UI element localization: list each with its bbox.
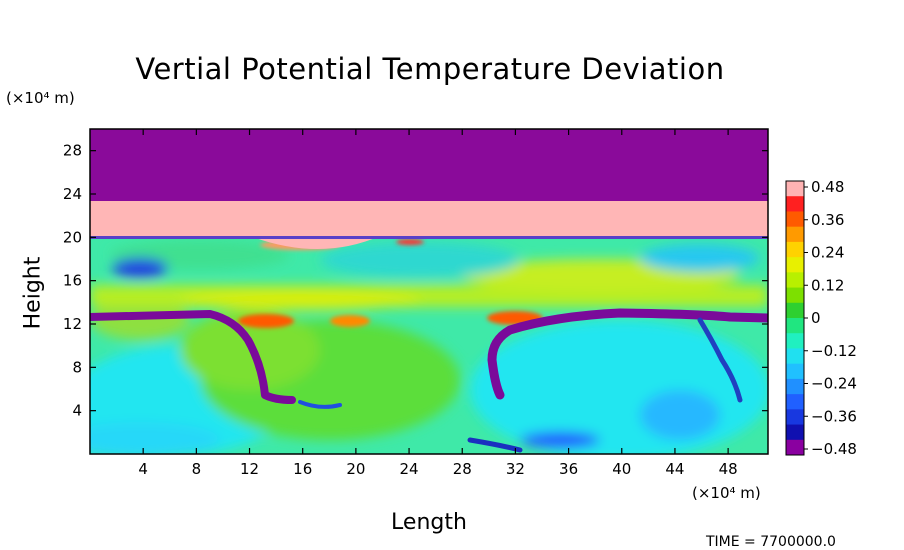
y-tick-label: 16: [63, 272, 82, 290]
colorbar-segment: [786, 272, 804, 289]
colorbar-segment: [786, 318, 804, 334]
top-layer: [90, 129, 768, 201]
colorbar-segment: [786, 348, 804, 365]
x-tick-label: 4: [138, 460, 148, 478]
colorbar-segment: [786, 257, 804, 273]
plot-frame: [89, 128, 769, 455]
y-axis: 4 8 12 16 20 24 28: [63, 142, 768, 420]
x-tick-label: 40: [612, 460, 631, 478]
colorbar-segment: [786, 302, 804, 319]
y-tick-label: 8: [72, 358, 82, 376]
x-tick-label: 36: [559, 460, 578, 478]
colorbar-label: 0.36: [811, 211, 844, 229]
colorbar-label: −0.36: [811, 407, 857, 425]
x-tick-label: 12: [240, 460, 259, 478]
heatmap-field: [90, 129, 768, 454]
y-tick-label: 24: [63, 185, 82, 203]
colorbar-segment: [786, 409, 804, 426]
colorbar-label: −0.12: [811, 342, 857, 360]
colorbar-segment: [786, 211, 804, 228]
colorbar-label: −0.48: [811, 440, 857, 458]
colorbar-label: 0: [811, 309, 821, 327]
y-tick-label: 4: [72, 402, 82, 420]
colorbar-segment: [786, 226, 804, 243]
colorbar-segment: [786, 333, 804, 349]
colorbar-segment: [786, 378, 804, 395]
x-tick-label: 48: [719, 460, 738, 478]
y-axis-units: (×10⁴ m): [6, 89, 75, 107]
x-tick-label: 16: [293, 460, 312, 478]
y-tick-label: 28: [63, 142, 82, 160]
x-axis: 4 8 12 16 20 24 28 32 36 40 44 48: [138, 129, 738, 478]
x-tick-label: 24: [400, 460, 419, 478]
colorbar-segment: [786, 287, 804, 304]
front-right: [487, 308, 768, 400]
x-tick-label: 32: [506, 460, 525, 478]
colorbar-label: 0.12: [811, 276, 844, 294]
x-tick-label: 8: [192, 460, 202, 478]
y-tick-label: 20: [63, 228, 82, 246]
x-axis-label: Length: [391, 510, 467, 535]
y-tick-label: 12: [63, 315, 82, 333]
x-tick-label: 28: [453, 460, 472, 478]
colorbar: 0.48 0.36 0.24 0.12 0 −0.12 −0.24 −0.36 −0.48: [785, 178, 857, 458]
colorbar-segment: [786, 439, 804, 456]
colorbar-segment: [786, 394, 804, 410]
colorbar-segment: [786, 181, 804, 197]
x-axis-units: (×10⁴ m): [692, 484, 761, 502]
x-tick-label: 44: [665, 460, 684, 478]
colorbar-segment: [786, 363, 804, 380]
colorbar-label: 0.48: [811, 178, 844, 196]
colorbar-segment: [786, 424, 804, 441]
pink-layer: [90, 200, 768, 236]
front-left: [90, 310, 296, 404]
colorbar-label: 0.24: [811, 244, 844, 262]
colorbar-segment: [786, 196, 804, 212]
x-tick-label: 20: [346, 460, 365, 478]
chart-title: Vertial Potential Temperature Deviation: [135, 52, 725, 86]
colorbar-label: −0.24: [811, 375, 857, 393]
colorbar-segment: [786, 241, 804, 258]
